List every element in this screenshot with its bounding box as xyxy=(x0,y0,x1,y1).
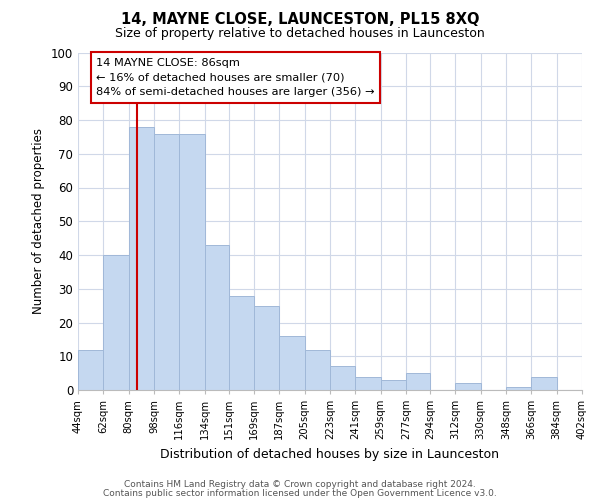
Bar xyxy=(355,376,380,390)
Bar xyxy=(205,245,229,390)
Y-axis label: Number of detached properties: Number of detached properties xyxy=(32,128,46,314)
Bar xyxy=(406,373,430,390)
Bar xyxy=(305,350,330,390)
Bar xyxy=(380,380,406,390)
Bar xyxy=(179,134,205,390)
Bar xyxy=(506,386,532,390)
Bar xyxy=(330,366,355,390)
Text: 14 MAYNE CLOSE: 86sqm
← 16% of detached houses are smaller (70)
84% of semi-deta: 14 MAYNE CLOSE: 86sqm ← 16% of detached … xyxy=(97,58,375,97)
Bar xyxy=(254,306,280,390)
Bar xyxy=(103,255,128,390)
Bar xyxy=(128,126,154,390)
Bar xyxy=(532,376,557,390)
Text: Size of property relative to detached houses in Launceston: Size of property relative to detached ho… xyxy=(115,28,485,40)
Bar xyxy=(154,134,179,390)
Bar xyxy=(455,383,481,390)
Bar xyxy=(229,296,254,390)
Text: Contains public sector information licensed under the Open Government Licence v3: Contains public sector information licen… xyxy=(103,488,497,498)
Bar xyxy=(280,336,305,390)
Bar xyxy=(78,350,103,390)
X-axis label: Distribution of detached houses by size in Launceston: Distribution of detached houses by size … xyxy=(161,448,499,460)
Text: 14, MAYNE CLOSE, LAUNCESTON, PL15 8XQ: 14, MAYNE CLOSE, LAUNCESTON, PL15 8XQ xyxy=(121,12,479,28)
Text: Contains HM Land Registry data © Crown copyright and database right 2024.: Contains HM Land Registry data © Crown c… xyxy=(124,480,476,489)
